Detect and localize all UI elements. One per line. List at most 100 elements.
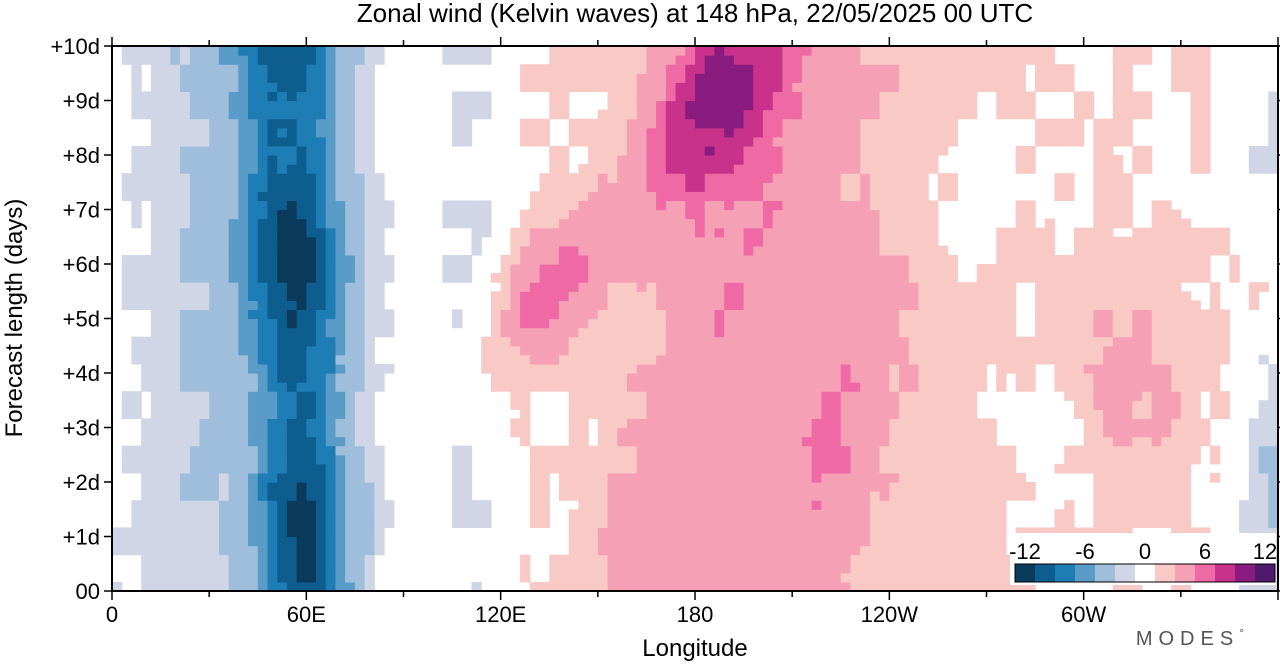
- heatmap-cell: [704, 445, 716, 456]
- heatmap-cell: [189, 236, 201, 247]
- heatmap-cell: [957, 518, 968, 529]
- heatmap-cell: [986, 300, 997, 311]
- heatmap-cell: [733, 309, 745, 320]
- heatmap-cell: [549, 91, 560, 102]
- heatmap-cell: [695, 200, 706, 211]
- heatmap-cell: [831, 482, 842, 492]
- heatmap-cell: [1025, 145, 1036, 156]
- heatmap-cell: [695, 264, 706, 274]
- heatmap-cell: [1132, 354, 1143, 365]
- heatmap-cell: [675, 264, 686, 274]
- heatmap-cell: [316, 409, 327, 420]
- heatmap-cell: [238, 309, 249, 320]
- heatmap-cell: [675, 363, 686, 374]
- heatmap-cell: [520, 282, 531, 292]
- heatmap-cell: [626, 336, 638, 347]
- heatmap-cell: [889, 409, 900, 420]
- heatmap-cell: [860, 200, 871, 211]
- heatmap-cell: [617, 136, 628, 147]
- heatmap-cell: [345, 454, 356, 465]
- heatmap-cell: [782, 336, 793, 347]
- heatmap-cell: [354, 572, 366, 583]
- heatmap-cell: [1005, 454, 1017, 465]
- heatmap-cell: [831, 155, 842, 165]
- heatmap-cell: [636, 327, 648, 338]
- heatmap-cell: [1151, 400, 1162, 410]
- heatmap-cell: [840, 91, 852, 102]
- heatmap-cell: [792, 191, 803, 202]
- heatmap-cell: [150, 182, 162, 192]
- heatmap-cell: [150, 282, 162, 292]
- heatmap-cell: [626, 209, 638, 220]
- heatmap-cell: [1151, 300, 1162, 311]
- heatmap-cell: [345, 191, 356, 202]
- heatmap-cell: [860, 354, 871, 365]
- heatmap-cell: [646, 382, 657, 392]
- heatmap-cell: [850, 191, 861, 202]
- heatmap-cell: [228, 463, 239, 474]
- heatmap-cell: [607, 145, 618, 156]
- heatmap-cell: [976, 373, 988, 383]
- heatmap-cell: [899, 463, 910, 474]
- heatmap-cell: [1151, 254, 1162, 265]
- heatmap-cell: [568, 554, 579, 565]
- heatmap-cell: [879, 409, 890, 420]
- heatmap-cell: [714, 418, 725, 429]
- heatmap-cell: [792, 454, 803, 465]
- heatmap-cell: [1025, 491, 1036, 501]
- heatmap-cell: [374, 382, 385, 392]
- heatmap-cell: [996, 227, 1007, 238]
- heatmap-cell: [267, 563, 278, 574]
- heatmap-cell: [510, 227, 521, 238]
- heatmap-cell: [549, 309, 560, 320]
- heatmap-cell: [986, 291, 997, 301]
- heatmap-cell: [724, 491, 735, 501]
- heatmap-cell: [1248, 509, 1260, 519]
- heatmap-cell: [695, 382, 706, 392]
- heatmap-cell: [918, 400, 929, 410]
- heatmap-cell: [996, 463, 1007, 474]
- heatmap-cell: [656, 336, 667, 347]
- heatmap-cell: [248, 155, 259, 165]
- heatmap-cell: [695, 500, 706, 510]
- heatmap-cell: [1200, 127, 1211, 138]
- heatmap-cell: [646, 227, 657, 238]
- heatmap-cell: [238, 509, 249, 519]
- heatmap-cell: [1054, 345, 1065, 356]
- heatmap-cell: [1200, 336, 1211, 347]
- heatmap-cell: [228, 127, 239, 138]
- heatmap-cell: [1200, 145, 1211, 156]
- heatmap-cell: [325, 236, 337, 247]
- heatmap-cell: [733, 354, 745, 365]
- heatmap-cell: [597, 554, 609, 565]
- heatmap-cell: [160, 100, 171, 111]
- heatmap-cell: [772, 500, 784, 510]
- heatmap-cell: [1083, 291, 1094, 301]
- heatmap-cell: [121, 409, 133, 420]
- heatmap-cell: [850, 581, 861, 592]
- heatmap-cell: [1122, 264, 1133, 274]
- heatmap-cell: [141, 191, 152, 202]
- heatmap-cell: [1180, 518, 1192, 529]
- heatmap-cell: [1112, 264, 1124, 274]
- heatmap-cell: [1258, 482, 1269, 492]
- heatmap-cell: [218, 518, 230, 529]
- heatmap-cell: [957, 109, 968, 120]
- heatmap-cell: [520, 127, 531, 138]
- heatmap-cell: [170, 500, 181, 510]
- heatmap-cell: [296, 336, 307, 347]
- heatmap-cell: [529, 345, 541, 356]
- heatmap-cell: [141, 373, 152, 383]
- heatmap-cell: [763, 127, 774, 138]
- heatmap-cell: [1064, 336, 1075, 347]
- heatmap-cell: [510, 318, 521, 329]
- heatmap-cell: [364, 491, 375, 501]
- heatmap-cell: [141, 264, 152, 274]
- heatmap-cell: [1229, 254, 1240, 265]
- heatmap-cell: [296, 509, 307, 519]
- heatmap-cell: [160, 554, 171, 565]
- heatmap-cell: [899, 518, 910, 529]
- heatmap-cell: [1180, 345, 1192, 356]
- heatmap-cell: [1093, 191, 1104, 202]
- heatmap-cell: [947, 363, 958, 374]
